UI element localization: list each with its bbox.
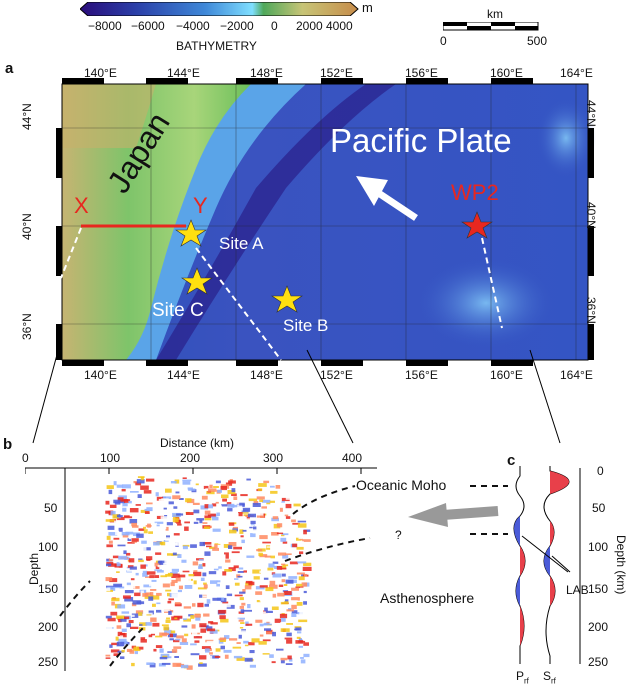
lat-tick: 40°N	[584, 202, 598, 229]
lon-tick: 144°E	[167, 66, 200, 80]
lon-tick: 160°E	[490, 66, 523, 80]
x-tick: 400	[342, 451, 363, 465]
c-y-tick: 200	[588, 620, 609, 634]
lat-tick: 44°N	[584, 100, 598, 127]
lab-label: LAB	[566, 583, 589, 597]
y-tick: 200	[38, 620, 59, 634]
lon-tick: 164°E	[560, 368, 593, 382]
colorbar-gradient	[80, 2, 359, 16]
site-c-star	[181, 267, 213, 295]
x-tick: 0	[22, 451, 29, 465]
lon-tick: 152°E	[320, 66, 353, 80]
scale-bar	[443, 22, 539, 31]
x-label: X	[74, 193, 89, 218]
y-tick: 150	[38, 582, 59, 596]
colorbar-tick: 0	[271, 19, 278, 33]
c-y-tick: 100	[588, 540, 609, 554]
x-tick: 100	[100, 451, 121, 465]
lon-tick: 144°E	[167, 368, 200, 382]
lon-tick: 156°E	[405, 368, 438, 382]
distance-axis-title: Distance (km)	[160, 436, 235, 450]
y-tick: 250	[38, 655, 59, 669]
colorbar-unit: m	[362, 0, 373, 15]
lon-tick: 140°E	[84, 66, 117, 80]
panel-b-label: b	[3, 436, 13, 453]
colorbar-tick: 4000	[326, 19, 353, 33]
oceanic-moho-label: Oceanic Moho	[356, 477, 447, 493]
colorbar-tick: −8000	[88, 19, 122, 33]
lat-tick: 36°N	[584, 297, 598, 324]
panel-c-label: c	[507, 452, 516, 469]
c-y-tick: 0	[597, 464, 604, 478]
lon-tick: 148°E	[250, 368, 283, 382]
bathymetry-map	[56, 78, 596, 366]
rf-traces	[513, 466, 581, 664]
pacific-plate-label: Pacific Plate	[330, 122, 512, 159]
depth-axis-title: Depth	[27, 552, 41, 585]
wp2-star	[461, 211, 493, 239]
c-y-tick: 250	[588, 655, 609, 669]
lon-tick: 156°E	[405, 66, 438, 80]
connector-lines	[32, 340, 561, 444]
site-b-label: Site B	[283, 316, 329, 335]
y-tick: 100	[38, 540, 59, 554]
c-y-tick: 50	[592, 501, 606, 515]
lat-tick: 44°N	[20, 103, 34, 130]
lon-tick: 148°E	[250, 66, 283, 80]
lat-tick: 40°N	[20, 213, 34, 240]
site-b-star	[271, 285, 303, 313]
site-c-label: Site C	[152, 300, 204, 321]
colorbar-tick: −4000	[176, 19, 210, 33]
site-a-star	[175, 219, 207, 247]
wp2-label: WP2	[451, 180, 499, 205]
receiver-function-section	[25, 467, 377, 671]
question-mark-label: ?	[395, 528, 402, 542]
scalebar-min: 0	[440, 34, 447, 48]
depth-km-axis-title: Depth (km)	[614, 535, 628, 595]
asthenosphere-label: Asthenosphere	[380, 590, 475, 606]
gray-arrow	[408, 503, 499, 527]
scalebar-max: 500	[527, 34, 548, 48]
lon-tick: 152°E	[320, 368, 353, 382]
site-a-label: Site A	[219, 234, 264, 253]
bathymetry-colorbar	[80, 2, 359, 16]
prf-label: Prf	[516, 669, 529, 685]
lat-tick: 36°N	[20, 313, 34, 340]
colorbar-title: BATHYMETRY	[176, 39, 257, 53]
lon-tick: 140°E	[84, 368, 117, 382]
colorbar-tick: 2000	[296, 19, 323, 33]
srf-label: Srf	[543, 669, 556, 685]
scalebar-unit: km	[487, 7, 503, 21]
colorbar-tick: −6000	[131, 19, 165, 33]
x-tick: 300	[263, 451, 284, 465]
colorbar-tick: −2000	[220, 19, 254, 33]
y-tick: 50	[44, 501, 58, 515]
c-y-tick: 150	[588, 582, 609, 596]
lon-tick: 160°E	[490, 368, 523, 382]
x-tick: 200	[180, 451, 201, 465]
panel-a-label: a	[5, 60, 14, 77]
lon-tick: 164°E	[560, 66, 593, 80]
y-label: Y	[193, 193, 208, 218]
